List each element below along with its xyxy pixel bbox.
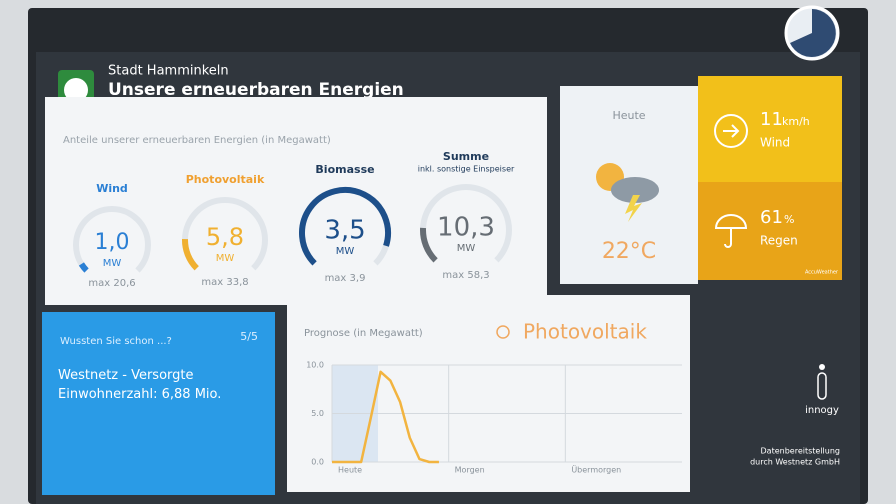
source-subtitle: inkl. sonstige Einspeiser bbox=[418, 165, 515, 174]
umbrella-icon bbox=[714, 214, 748, 248]
y-tick-label: 5.0 bbox=[311, 409, 324, 418]
wind-label: Wind bbox=[760, 136, 790, 150]
source-name: Photovoltaik bbox=[186, 173, 265, 186]
source-name: Wind bbox=[96, 182, 128, 195]
source-value: 3,5 bbox=[324, 216, 365, 246]
title: Unsere erneuerbaren Energien bbox=[108, 80, 404, 100]
wind-unit: km/h bbox=[782, 115, 810, 128]
x-tick-label: Morgen bbox=[455, 466, 485, 475]
rain-tile bbox=[698, 182, 842, 280]
gauges: Wind 1,0 MW max 20,6 Photovoltaik 5,8 MW max 33… bbox=[73, 150, 515, 289]
clock-fill bbox=[790, 9, 836, 57]
rain-label: Regen bbox=[760, 234, 798, 248]
source-name: Biomasse bbox=[315, 163, 374, 176]
brand: innogy bbox=[805, 405, 839, 416]
rain-value: 61 bbox=[760, 207, 783, 228]
info-page: 5/5 bbox=[240, 330, 258, 343]
wind-tile bbox=[698, 76, 842, 182]
credit: durch Westnetz GmbH bbox=[750, 458, 840, 467]
pv-icon bbox=[496, 325, 510, 339]
cloud-icon bbox=[611, 177, 659, 203]
wind-icon bbox=[714, 114, 748, 148]
gauge-fill bbox=[299, 187, 391, 266]
source-unit: MW bbox=[457, 243, 476, 254]
temperature: 22°C bbox=[602, 239, 656, 264]
innogy-dot bbox=[819, 364, 825, 370]
source-name: Summe bbox=[443, 150, 489, 163]
x-tick-label: Übermorgen bbox=[571, 465, 621, 475]
source-max: max 3,9 bbox=[325, 273, 366, 284]
source-unit: MW bbox=[103, 258, 122, 269]
source-max: max 33,8 bbox=[201, 277, 248, 288]
logo-emblem bbox=[64, 78, 88, 102]
forecast-title: Prognose (in Megawatt) bbox=[304, 328, 423, 339]
weather-day: Heute bbox=[612, 109, 645, 122]
energy-caption: Anteile unserer erneuerbaren Energien (i… bbox=[63, 135, 331, 146]
gauge-fill bbox=[420, 227, 438, 263]
gauge-fill bbox=[78, 262, 89, 273]
source-max: max 58,3 bbox=[442, 270, 489, 281]
source-unit: MW bbox=[336, 246, 355, 257]
city: Stadt Hamminkeln bbox=[108, 64, 229, 79]
innogy-logo bbox=[817, 372, 827, 400]
source-value: 5,8 bbox=[206, 223, 244, 251]
forecast-chart: 0.0 5.0 10.0 Heute Morgen Übermorgen bbox=[306, 361, 682, 475]
forecast-subtitle: Photovoltaik bbox=[523, 320, 647, 344]
gauge-track bbox=[73, 206, 151, 273]
y-tick-label: 0.0 bbox=[311, 458, 324, 467]
line-series bbox=[332, 370, 439, 464]
info-title: Wussten Sie schon ...? bbox=[60, 336, 172, 347]
credit: Datenbereitstellung bbox=[761, 447, 840, 456]
info-text: Westnetz - Versorgte Einwohnerzahl: 6,88… bbox=[58, 368, 222, 402]
source-max: max 20,6 bbox=[88, 278, 135, 289]
gauge-fill bbox=[182, 238, 199, 271]
wind-arrow bbox=[723, 124, 740, 138]
energy-panel bbox=[45, 97, 547, 305]
wind-value: 11 bbox=[760, 109, 783, 130]
source-value: 1,0 bbox=[95, 230, 130, 255]
source-value: 10,3 bbox=[437, 213, 495, 243]
x-tick-label: Heute bbox=[338, 466, 362, 475]
rain-unit: % bbox=[784, 213, 794, 226]
y-tick-label: 10.0 bbox=[306, 361, 324, 370]
info-panel bbox=[42, 312, 275, 495]
weather-provider: AccuWeather bbox=[805, 270, 839, 276]
lightning-icon bbox=[625, 195, 642, 222]
source-unit: MW bbox=[216, 253, 235, 264]
